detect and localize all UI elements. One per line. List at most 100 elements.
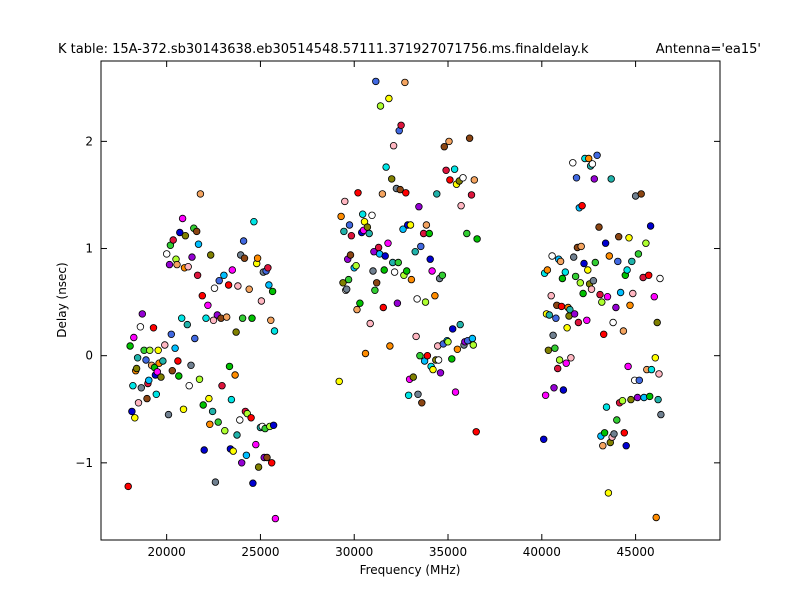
data-point (642, 239, 650, 247)
data-point (183, 320, 191, 329)
data-point (557, 302, 566, 311)
data-point (600, 429, 609, 437)
data-point (584, 266, 592, 274)
data-point (467, 191, 476, 199)
data-point (426, 255, 434, 263)
data-point (368, 211, 376, 219)
data-point (561, 268, 569, 276)
data-point (157, 373, 165, 381)
data-point (416, 352, 424, 360)
data-point (173, 260, 181, 269)
data-point (126, 342, 134, 350)
data-point (550, 384, 558, 392)
data-point (171, 344, 179, 352)
data-point (225, 362, 234, 371)
data-point (423, 352, 432, 360)
data-point (353, 305, 361, 314)
data-point (249, 479, 257, 487)
data-point (570, 310, 579, 318)
data-point (388, 175, 396, 183)
y-axis-label: Delay (nsec) (55, 262, 69, 337)
data-point (652, 513, 660, 522)
data-point (473, 235, 481, 243)
data-point (222, 313, 231, 321)
data-point (637, 190, 645, 198)
data-point (411, 247, 419, 256)
data-point (236, 416, 244, 424)
data-point (404, 391, 413, 399)
data-point (146, 346, 154, 354)
chart-title: K table: 15A-372.sb30143638.eb30514548.5… (58, 42, 589, 57)
data-point (369, 267, 377, 275)
data-point (588, 160, 597, 168)
data-point (131, 414, 139, 422)
data-point (164, 410, 173, 419)
data-point (200, 446, 208, 454)
data-point (252, 440, 260, 449)
data-point (440, 142, 448, 151)
data-point (434, 356, 443, 364)
data-point (422, 221, 431, 229)
data-point (413, 295, 421, 303)
data-point (192, 227, 201, 236)
data-point (168, 367, 176, 375)
data-point (409, 373, 417, 381)
data-point (615, 232, 623, 241)
data-point (399, 225, 407, 233)
x-axis-label: Frequency (MHz) (360, 563, 461, 577)
data-point (228, 266, 236, 274)
data-point (386, 342, 394, 350)
data-point (650, 293, 658, 301)
x-tick-label: 20000 (148, 545, 186, 559)
data-point (176, 228, 184, 237)
data-point (456, 320, 464, 329)
data-point (397, 121, 405, 129)
data-point (384, 239, 392, 247)
data-point (138, 310, 146, 318)
data-point (337, 212, 345, 221)
data-point (449, 325, 457, 333)
data-point (130, 333, 138, 342)
data-point (385, 94, 393, 103)
data-point (184, 263, 192, 271)
data-point (257, 297, 266, 305)
data-point (552, 314, 560, 322)
data-point (653, 318, 661, 327)
data-point (571, 272, 580, 281)
antenna-label: Antenna='ea15' (656, 42, 761, 57)
data-point (161, 341, 169, 349)
data-point (220, 271, 228, 279)
data-point (590, 175, 598, 183)
data-point (583, 316, 591, 324)
y-tick-label: 0 (85, 349, 93, 363)
data-point (613, 416, 621, 424)
data-point (635, 376, 643, 384)
data-point (248, 314, 256, 322)
x-tick-label: 45000 (616, 545, 654, 559)
data-point (198, 292, 206, 300)
y-tick-label: −1 (75, 456, 93, 470)
data-point (627, 395, 635, 404)
data-point (445, 137, 453, 146)
data-point (402, 189, 410, 197)
data-point (604, 489, 613, 497)
data-point (651, 354, 659, 362)
data-point (593, 151, 601, 159)
data-point (446, 176, 454, 184)
data-point (628, 257, 636, 266)
x-tick-label: 25000 (241, 545, 279, 559)
data-point (425, 229, 433, 238)
data-point (576, 279, 584, 287)
data-point (647, 365, 656, 374)
data-point (145, 376, 153, 384)
data-point (134, 399, 143, 407)
data-point (354, 189, 362, 197)
data-point (361, 349, 370, 358)
data-point (559, 386, 568, 394)
data-point (448, 355, 456, 363)
data-point (128, 407, 136, 416)
data-point (633, 393, 642, 402)
data-point (548, 252, 556, 260)
data-point (169, 236, 177, 244)
data-point (193, 271, 202, 279)
